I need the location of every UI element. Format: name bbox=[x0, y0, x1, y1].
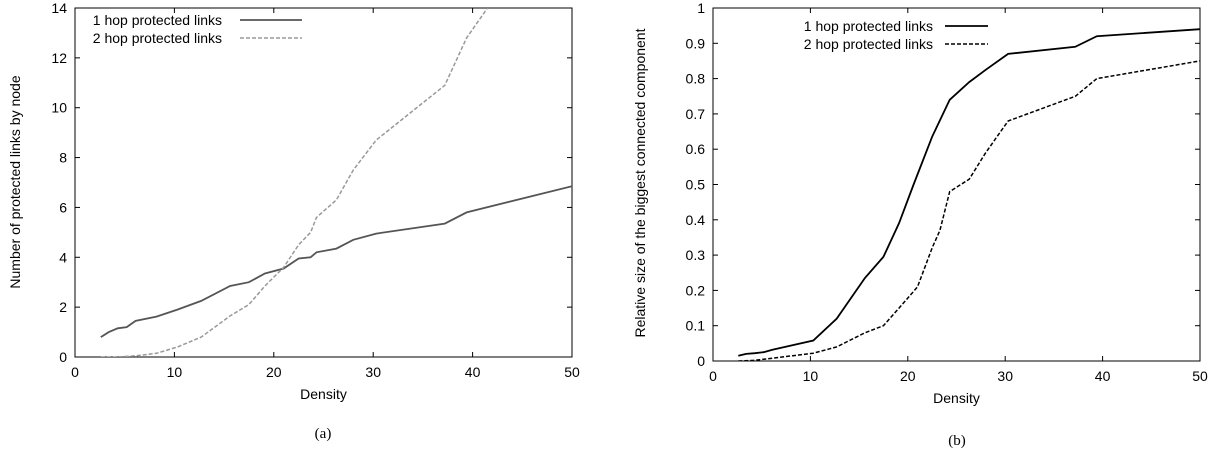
y-tick-label: 0.5 bbox=[686, 177, 706, 193]
y-tick-label: 0.6 bbox=[686, 141, 706, 157]
plot-frame bbox=[712, 7, 1201, 362]
panel-caption: (a) bbox=[315, 426, 332, 442]
x-tick-label: 0 bbox=[709, 368, 717, 384]
y-tick-label: 12 bbox=[51, 50, 67, 66]
x-tick-label: 50 bbox=[564, 364, 580, 380]
legend-label: 2 hop protected links bbox=[804, 36, 933, 52]
y-tick-label: 14 bbox=[51, 0, 67, 16]
y-tick-label: 0.4 bbox=[686, 212, 706, 228]
legend-label: 1 hop protected links bbox=[93, 12, 222, 28]
legend-label: 2 hop protected links bbox=[93, 30, 222, 46]
x-tick-label: 0 bbox=[71, 364, 79, 380]
series-line-1 bbox=[100, 185, 572, 338]
y-tick-label: 10 bbox=[51, 100, 67, 116]
y-tick-label: 0.7 bbox=[686, 106, 706, 122]
y-tick-label: 2 bbox=[59, 299, 67, 315]
x-axis-label: Density bbox=[300, 386, 347, 402]
series-line-2 bbox=[100, 8, 489, 357]
series-line-1 bbox=[738, 28, 1200, 357]
y-tick-label: 0.9 bbox=[686, 35, 706, 51]
y-tick-label: 0.8 bbox=[686, 71, 706, 87]
panel-caption: (b) bbox=[948, 433, 966, 449]
y-tick-label: 8 bbox=[59, 150, 67, 166]
series-line-2 bbox=[738, 60, 1200, 361]
x-tick-label: 20 bbox=[900, 368, 916, 384]
x-axis-label: Density bbox=[933, 390, 980, 406]
y-tick-label: 0.1 bbox=[686, 318, 706, 334]
y-axis-label: Relative size of the biggest connected c… bbox=[632, 28, 648, 337]
x-tick-label: 50 bbox=[1192, 368, 1208, 384]
y-tick-label: 0.3 bbox=[686, 247, 706, 263]
x-tick-label: 10 bbox=[803, 368, 819, 384]
chart-b: 0 10 20 30 40 50 0 0.1 0.2 0.3 0.4 0.5 0.6 0.7 0.8 0.9 1… bbox=[632, 0, 1208, 449]
y-tick-label: 4 bbox=[59, 249, 67, 265]
y-tick-label: 0 bbox=[697, 353, 705, 369]
y-tick-label: 6 bbox=[59, 199, 67, 215]
x-tick-label: 10 bbox=[167, 364, 183, 380]
x-tick-label: 40 bbox=[1095, 368, 1111, 384]
x-tick-label: 30 bbox=[365, 364, 381, 380]
legend-label: 1 hop protected links bbox=[804, 18, 933, 34]
y-tick-label: 0.2 bbox=[686, 282, 706, 298]
chart-a: 0 10 20 30 40 50 0 2 4 6 8 10 12 14 Density Number of p… bbox=[7, 0, 580, 442]
y-tick-label: 1 bbox=[697, 0, 705, 16]
x-tick-label: 40 bbox=[465, 364, 481, 380]
x-tick-label: 30 bbox=[997, 368, 1013, 384]
y-tick-label: 0 bbox=[59, 349, 67, 365]
x-tick-label: 20 bbox=[266, 364, 282, 380]
plot-frame bbox=[74, 7, 573, 358]
y-axis-label: Number of protected links by node bbox=[7, 75, 23, 288]
